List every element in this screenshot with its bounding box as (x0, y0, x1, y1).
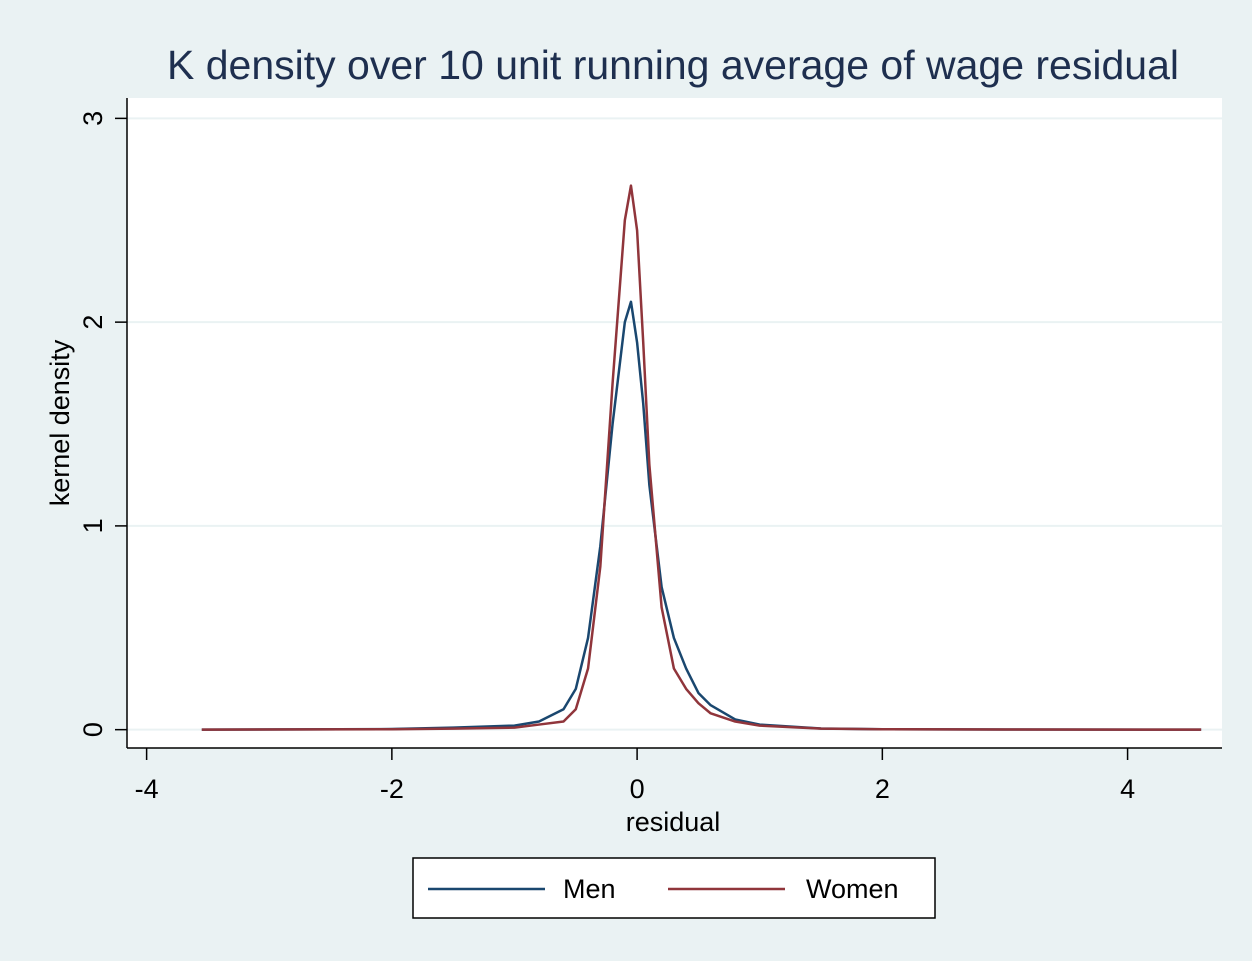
chart-title: K density over 10 unit running average o… (167, 42, 1179, 88)
plot-area (127, 98, 1222, 748)
x-axis-label: residual (626, 807, 721, 837)
x-tick-label: 2 (875, 774, 890, 804)
series-line (201, 184, 1202, 731)
y-tick-label: 2 (78, 315, 108, 330)
x-tick-label: -2 (380, 774, 404, 804)
legend-label: Men (563, 874, 616, 904)
x-tick-label: -4 (135, 774, 159, 804)
y-tick-label: 1 (78, 518, 108, 533)
x-tick-label: 4 (1120, 774, 1135, 804)
y-axis-label: kernel density (45, 339, 75, 506)
y-tick-label: 3 (78, 111, 108, 126)
legend-label: Women (806, 874, 899, 904)
x-tick-label: 0 (630, 774, 645, 804)
y-tick-label: 0 (78, 722, 108, 737)
